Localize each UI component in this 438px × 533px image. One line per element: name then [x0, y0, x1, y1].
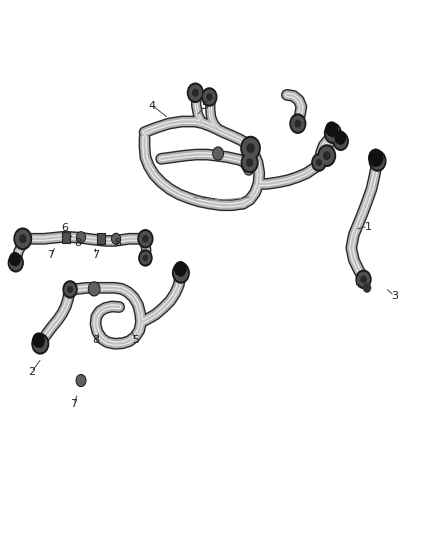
- Text: 8: 8: [92, 335, 99, 345]
- Bar: [62, 232, 70, 243]
- Text: 3: 3: [391, 291, 398, 301]
- Circle shape: [113, 235, 120, 243]
- Circle shape: [77, 232, 85, 243]
- Text: 4: 4: [149, 101, 156, 110]
- Circle shape: [141, 252, 150, 264]
- Circle shape: [335, 134, 346, 148]
- Circle shape: [68, 287, 72, 292]
- Circle shape: [187, 83, 203, 102]
- Circle shape: [193, 90, 198, 96]
- Text: 7: 7: [92, 250, 99, 260]
- Circle shape: [317, 160, 321, 165]
- Circle shape: [139, 250, 152, 266]
- Circle shape: [326, 125, 339, 141]
- Circle shape: [143, 236, 148, 242]
- Text: 7: 7: [47, 250, 54, 260]
- Circle shape: [361, 276, 366, 282]
- Circle shape: [295, 120, 300, 127]
- Circle shape: [369, 149, 383, 166]
- Circle shape: [356, 270, 371, 288]
- Circle shape: [174, 265, 187, 281]
- Circle shape: [369, 151, 386, 171]
- Circle shape: [318, 145, 336, 166]
- Circle shape: [241, 136, 260, 160]
- Circle shape: [76, 375, 86, 386]
- Circle shape: [314, 156, 324, 169]
- Circle shape: [338, 138, 343, 144]
- Circle shape: [63, 281, 77, 298]
- Circle shape: [78, 233, 85, 241]
- Circle shape: [138, 230, 153, 248]
- Circle shape: [189, 85, 201, 100]
- Circle shape: [173, 263, 189, 283]
- Circle shape: [374, 157, 381, 165]
- Circle shape: [65, 283, 75, 296]
- Circle shape: [335, 131, 346, 144]
- Circle shape: [320, 147, 334, 164]
- Circle shape: [371, 153, 384, 169]
- Circle shape: [34, 336, 47, 352]
- Circle shape: [312, 154, 326, 171]
- Text: 1: 1: [364, 222, 371, 231]
- Circle shape: [32, 334, 49, 354]
- Circle shape: [77, 376, 85, 385]
- Circle shape: [8, 254, 23, 272]
- Circle shape: [324, 152, 330, 159]
- Circle shape: [13, 260, 18, 266]
- Circle shape: [247, 144, 254, 152]
- Circle shape: [333, 132, 348, 150]
- Text: 5: 5: [132, 335, 139, 345]
- Circle shape: [14, 228, 32, 249]
- Circle shape: [89, 283, 99, 295]
- Circle shape: [330, 130, 336, 137]
- Circle shape: [140, 232, 151, 246]
- Circle shape: [204, 90, 215, 104]
- Circle shape: [243, 155, 256, 171]
- Circle shape: [143, 255, 148, 261]
- Circle shape: [16, 230, 30, 247]
- Text: 6: 6: [61, 223, 68, 233]
- Circle shape: [247, 159, 253, 166]
- Circle shape: [202, 88, 217, 106]
- Circle shape: [213, 147, 223, 160]
- Circle shape: [10, 256, 21, 270]
- Circle shape: [358, 272, 369, 286]
- Bar: [356, 277, 368, 284]
- Circle shape: [364, 284, 371, 292]
- Circle shape: [88, 282, 100, 296]
- Circle shape: [112, 233, 120, 244]
- Circle shape: [290, 114, 306, 133]
- Circle shape: [326, 122, 337, 136]
- Circle shape: [37, 340, 43, 348]
- Text: 8: 8: [74, 238, 81, 247]
- Circle shape: [325, 123, 341, 143]
- Circle shape: [10, 253, 20, 265]
- Text: 8: 8: [114, 238, 121, 247]
- Circle shape: [207, 94, 212, 100]
- Circle shape: [20, 235, 26, 243]
- Circle shape: [243, 139, 258, 158]
- Circle shape: [214, 148, 223, 159]
- Circle shape: [178, 269, 184, 277]
- Circle shape: [292, 116, 304, 131]
- Circle shape: [175, 262, 186, 276]
- Text: 2: 2: [28, 367, 35, 377]
- Circle shape: [241, 152, 258, 173]
- Text: 5: 5: [201, 101, 208, 110]
- Text: 7: 7: [70, 399, 77, 409]
- Circle shape: [33, 333, 44, 347]
- Bar: [97, 233, 105, 244]
